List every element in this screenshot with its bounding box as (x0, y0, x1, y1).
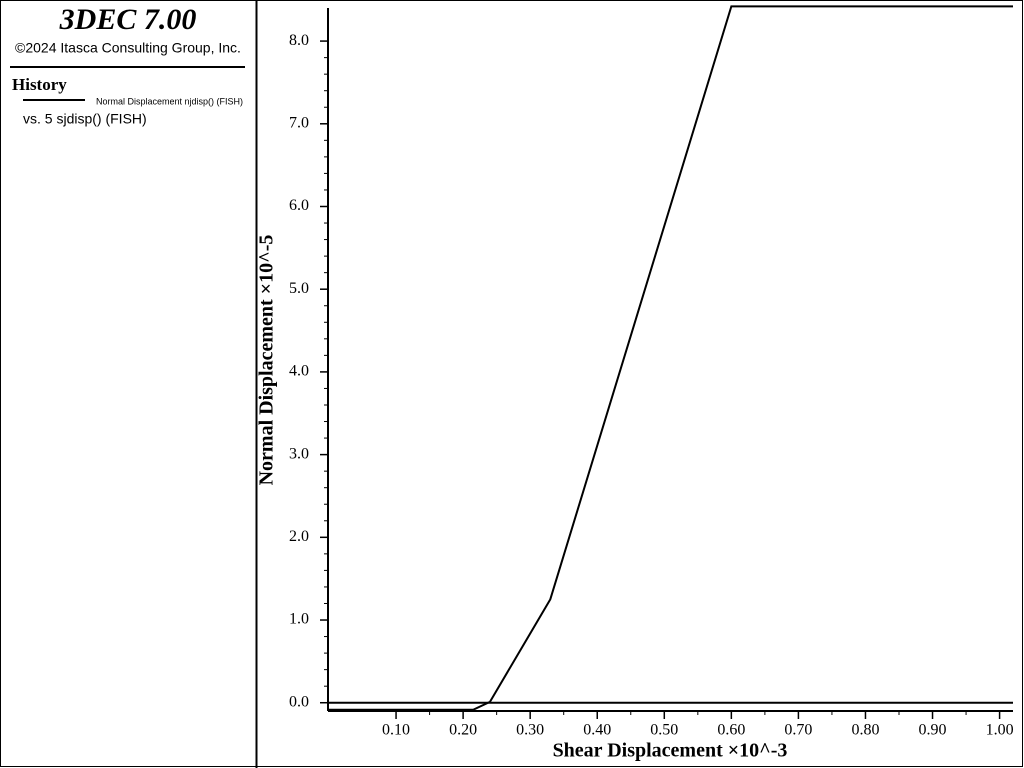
x-tick-label: 0.60 (717, 722, 745, 739)
y-tick-label: 8.0 (289, 32, 309, 49)
x-tick-label: 0.30 (516, 722, 544, 739)
app-title: 3DEC 7.00 (59, 3, 197, 36)
copyright: ©2024 Itasca Consulting Group, Inc. (15, 40, 241, 56)
x-tick-label: 0.80 (851, 722, 879, 739)
section-title: History (12, 75, 67, 94)
x-tick-label: 0.70 (784, 722, 812, 739)
x-tick-label: 0.20 (449, 722, 477, 739)
y-tick-label: 5.0 (289, 280, 309, 297)
y-axis-label: Normal Displacement ×10^-5 (256, 235, 278, 486)
x-tick-label: 0.40 (583, 722, 611, 739)
legend-entry: Normal Displacement njdisp() (FISH) (96, 96, 243, 106)
y-tick-label: 7.0 (289, 114, 309, 131)
data-line (329, 5, 1013, 711)
x-tick-label: 0.50 (650, 722, 678, 739)
x-axis-label: Shear Displacement ×10^-3 (553, 740, 788, 762)
y-tick-label: 6.0 (289, 197, 309, 214)
y-tick-label: 1.0 (289, 611, 309, 628)
y-tick-label: 0.0 (289, 693, 309, 710)
y-tick-label: 4.0 (289, 363, 309, 380)
legend-subtitle: vs. 5 sjdisp() (FISH) (23, 111, 147, 127)
x-tick-label: 0.10 (382, 722, 410, 739)
y-tick-label: 2.0 (289, 528, 309, 545)
x-tick-label: 0.90 (919, 722, 947, 739)
y-tick-label: 3.0 (289, 445, 309, 462)
x-tick-label: 1.00 (986, 722, 1014, 739)
